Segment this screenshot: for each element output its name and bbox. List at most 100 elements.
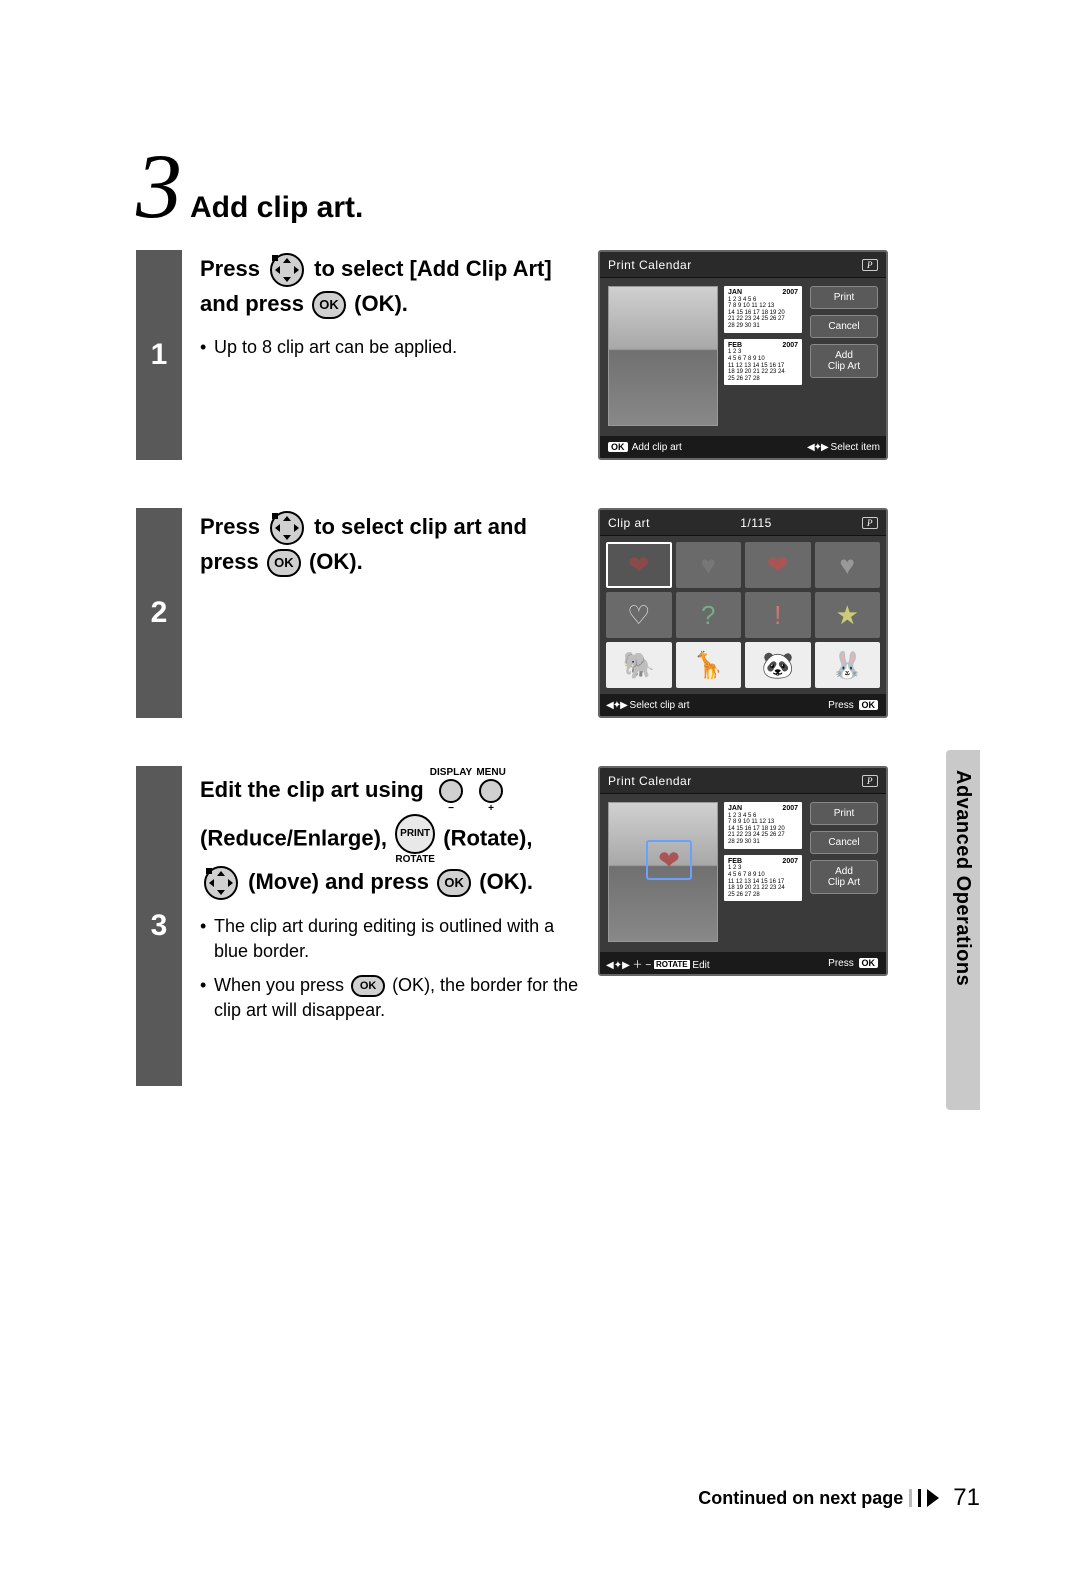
section-tab-label: Advanced Operations [951, 770, 974, 986]
clipart-cell[interactable]: 🐰 [815, 642, 881, 688]
month: FEB [728, 858, 742, 866]
cal-row: 21 22 23 24 25 26 27 [728, 832, 798, 839]
screen-add-clipart-button[interactable]: Add Clip Art [810, 344, 878, 378]
screen-2-header: Clip art 1/115 P [600, 510, 886, 536]
text: Select clip art [630, 700, 690, 711]
ok-badge: OK [608, 442, 628, 452]
screen-side-buttons: Print Cancel Add Clip Art [810, 802, 878, 944]
cal-row: 4 5 6 7 8 9 10 [728, 356, 798, 363]
text: Press [200, 514, 266, 539]
main-step-number: 3 [136, 140, 182, 232]
label: ROTATE [395, 855, 435, 865]
month: JAN [728, 805, 742, 813]
screen-title: Clip art [608, 516, 650, 530]
clipart-cell[interactable]: ♥ [676, 542, 742, 588]
main-step-title: Add clip art. [190, 191, 363, 225]
bar-icon [909, 1489, 912, 1507]
clipart-cell[interactable]: ★ [815, 592, 881, 638]
month: FEB [728, 342, 742, 350]
clipart-cell[interactable]: ♡ [606, 592, 672, 638]
sub-step-1-number: 1 [136, 250, 182, 460]
sub-step-3-number: 3 [136, 766, 182, 1086]
mini-calendar: FEB2007 1 2 3 4 5 6 7 8 9 10 11 12 13 14… [724, 339, 802, 386]
screen-add-clipart-button[interactable]: Add Clip Art [810, 860, 878, 894]
note-item: Up to 8 clip art can be applied. [200, 335, 580, 360]
cal-row: 11 12 13 14 15 16 17 [728, 879, 798, 886]
clipart-cell[interactable]: ♥ [815, 542, 881, 588]
screen-1-footer: OK Add clip art ◀✦▶ Select item [600, 436, 886, 458]
p-icon: P [862, 775, 878, 787]
footer-left: ◀✦▶ ＋ − ROTATE Edit [606, 956, 710, 971]
sub-step-2-number: 2 [136, 508, 182, 718]
label: + [488, 804, 494, 814]
calendar-column: JAN 2007 1 2 3 4 5 6 7 8 9 10 11 12 13 14… [724, 802, 802, 944]
screen-cancel-button[interactable]: Cancel [810, 315, 878, 338]
clipart-cell[interactable]: 🐘 [606, 642, 672, 688]
screen-print-button[interactable]: Print [810, 802, 878, 825]
screen-3: Print Calendar P ❤ JAN2007 1 2 3 4 5 6 7… [598, 766, 888, 976]
note-item: The clip art during editing is outlined … [200, 914, 580, 964]
dpad-icon [270, 253, 304, 287]
menu-plus-icon: MENU + [476, 768, 505, 814]
footer-right: Press OK [828, 700, 880, 711]
sub-step-1-body: Press to select [Add Clip Art] and press… [200, 250, 580, 460]
year: 2007 [782, 858, 798, 866]
clipart-cell[interactable]: ? [676, 592, 742, 638]
sub-step-2-body: Press to select clip art and press OK (O… [200, 508, 580, 718]
display-menu-icon: DISPLAY− [430, 768, 472, 814]
p-icon: P [862, 517, 878, 529]
screen-2-footer: ◀✦▶ Select clip art Press OK [600, 694, 886, 716]
arrows-icon: ◀✦▶ [807, 442, 828, 453]
screen-print-button[interactable]: Print [810, 286, 878, 309]
sub-step-1-notes: Up to 8 clip art can be applied. [200, 335, 580, 360]
text: Press [200, 256, 266, 281]
year: 2007 [782, 289, 798, 297]
screen-3-header: Print Calendar P [600, 768, 886, 794]
print-rotate-icon: PRINTROTATE [393, 814, 437, 865]
clipart-cell[interactable]: 🦒 [676, 642, 742, 688]
text: Edit [692, 960, 709, 971]
cal-row: 28 29 30 31 [728, 839, 798, 846]
label: MENU [476, 768, 505, 778]
rotate-badge: ROTATE [654, 960, 690, 969]
ok-button-icon: OK [267, 549, 301, 577]
screen-counter: 1/115 [740, 516, 772, 530]
year: 2007 [782, 805, 798, 813]
sub-step-3: 3 Edit the clip art using DISPLAY− MENU+… [136, 766, 980, 1086]
cal-row: 4 5 6 7 8 9 10 [728, 872, 798, 879]
sub-step-2: 2 Press to select clip art and press OK … [136, 508, 980, 718]
print-button-icon: PRINT [395, 814, 435, 854]
cal-row: 1 2 3 [728, 865, 798, 872]
cal-row: 1 2 3 4 5 6 [728, 297, 798, 304]
mini-calendar: JAN2007 1 2 3 4 5 6 7 8 9 10 11 12 13 14… [724, 286, 802, 333]
text: (Reduce/Enlarge), [200, 825, 393, 850]
clipart-cell[interactable]: 🐼 [745, 642, 811, 688]
sub-step-1-title: Press to select [Add Clip Art] and press… [200, 252, 580, 321]
screen-title: Print Calendar [608, 258, 692, 272]
page-number: 71 [953, 1484, 980, 1512]
bar-icon [918, 1489, 921, 1507]
screen-1-body: JAN2007 1 2 3 4 5 6 7 8 9 10 11 12 13 14… [600, 278, 886, 436]
cal-row: 28 29 30 31 [728, 323, 798, 330]
sub-step-1: 1 Press to select [Add Clip Art] and pre… [136, 250, 980, 460]
text: (Move) and press [242, 869, 435, 894]
screen-cancel-button[interactable]: Cancel [810, 831, 878, 854]
screen-2-body: ❤ ♥ ❤ ♥ ♡ ? ! ★ 🐘 🦒 🐼 🐰 [600, 536, 886, 694]
ok-button-icon: OK [312, 291, 346, 319]
cal-row: 14 15 16 17 18 19 20 [728, 826, 798, 833]
label: − [448, 804, 454, 814]
clipart-cell[interactable]: ❤ [606, 542, 672, 588]
screen-2: Clip art 1/115 P ❤ ♥ ❤ ♥ ♡ ? ! ★ 🐘 🦒 🐼 [598, 508, 888, 718]
sub-step-3-body: Edit the clip art using DISPLAY− MENU+ (… [200, 766, 580, 1086]
mini-calendar: FEB 2007 1 2 3 4 5 6 7 8 9 10 11 12 13 14… [724, 855, 802, 902]
arrows-icon: ◀✦▶ [606, 700, 627, 711]
clipart-grid: ❤ ♥ ❤ ♥ ♡ ? ! ★ 🐘 🦒 🐼 🐰 [606, 542, 880, 688]
text: Add clip art [632, 442, 682, 453]
cal-row: 7 8 9 10 11 12 13 [728, 819, 798, 826]
cal-row: 14 15 16 17 18 19 20 [728, 310, 798, 317]
cal-row: 7 8 9 10 11 12 13 [728, 303, 798, 310]
cal-row: 25 26 27 28 [728, 376, 798, 383]
clipart-cell[interactable]: ❤ [745, 542, 811, 588]
clipart-cell[interactable]: ! [745, 592, 811, 638]
screen-3-body: ❤ JAN2007 1 2 3 4 5 6 7 8 9 10 11 12 13 … [600, 794, 886, 952]
